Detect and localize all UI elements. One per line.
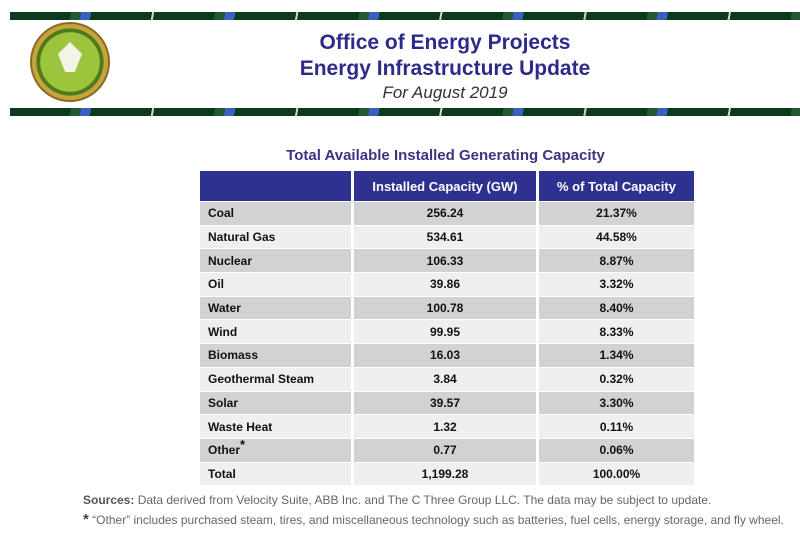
percent-cell: 100.00%	[539, 462, 694, 486]
source-name: Total	[208, 466, 236, 481]
percent-cell: 1.34%	[539, 344, 694, 367]
capacity-cell: 39.57	[354, 391, 536, 415]
capacity-cell: 1.32	[354, 415, 536, 438]
table-row: Coal 256.24 21.37%	[200, 202, 694, 225]
decorative-band-top	[10, 12, 800, 20]
source-cell: Coal	[200, 202, 351, 225]
capacity-cell: 534.61	[354, 225, 536, 249]
source-name: Wind	[208, 324, 238, 339]
source-cell: Other*	[200, 437, 351, 462]
percent-cell: 3.30%	[539, 391, 694, 415]
source-name: Nuclear	[208, 253, 253, 268]
source-name: Other	[208, 443, 241, 458]
capacity-cell: 99.95	[354, 320, 536, 344]
source-name: Water	[208, 301, 241, 316]
source-cell: Oil	[200, 273, 351, 296]
percent-cell: 0.32%	[539, 367, 694, 391]
capacity-cell: 39.86	[354, 273, 536, 296]
table-row: Biomass 16.03 1.34%	[200, 344, 694, 367]
table-row: Other* 0.77 0.06%	[200, 437, 694, 462]
capacity-cell: 106.33	[354, 249, 536, 273]
table-row: Solar 39.57 3.30%	[200, 391, 694, 415]
table-header-row: Installed Capacity (GW) % of Total Capac…	[200, 171, 694, 201]
table-row: Waste Heat 1.32 0.11%	[200, 415, 694, 438]
footnote-text: “Other” includes purchased steam, tires,…	[88, 513, 784, 527]
source-name: Geothermal Steam	[208, 372, 315, 387]
percent-cell: 8.87%	[539, 249, 694, 273]
source-name: Biomass	[208, 348, 259, 363]
source-name: Solar	[208, 395, 239, 410]
report-date: For August 2019	[382, 83, 508, 102]
source-cell: Total	[200, 462, 351, 486]
capacity-cell: 256.24	[354, 202, 536, 225]
eagle-icon	[58, 42, 82, 72]
source-name: Waste Heat	[208, 419, 273, 434]
table-row: Oil 39.86 3.32%	[200, 273, 694, 296]
source-cell: Water	[200, 296, 351, 320]
percent-cell: 21.37%	[539, 202, 694, 225]
sources-note: Sources: Data derived from Velocity Suit…	[83, 493, 793, 507]
sources-label: Sources:	[83, 493, 135, 507]
source-cell: Solar	[200, 391, 351, 415]
source-cell: Natural Gas	[200, 225, 351, 249]
table-row: Wind 99.95 8.33%	[200, 320, 694, 344]
sources-text: Data derived from Velocity Suite, ABB In…	[134, 493, 712, 507]
footnote-mark: *	[83, 511, 89, 528]
table-row: Total 1,199.28 100.00%	[200, 462, 694, 486]
capacity-cell: 100.78	[354, 296, 536, 320]
capacity-table: Installed Capacity (GW) % of Total Capac…	[197, 170, 697, 486]
percent-cell: 8.40%	[539, 296, 694, 320]
table-row: Water 100.78 8.40%	[200, 296, 694, 320]
table-row: Natural Gas 534.61 44.58%	[200, 225, 694, 249]
source-cell: Geothermal Steam	[200, 367, 351, 391]
footnote-marker: *	[240, 437, 246, 453]
report-header: Office of Energy Projects Energy Infrast…	[200, 30, 690, 104]
percent-cell: 0.06%	[539, 438, 694, 462]
capacity-cell: 1,199.28	[354, 462, 536, 486]
percent-cell: 44.58%	[539, 225, 694, 249]
table-row: Nuclear 106.33 8.87%	[200, 249, 694, 273]
table-caption: Total Available Installed Generating Cap…	[286, 147, 605, 164]
office-title: Office of Energy Projects	[319, 31, 571, 54]
source-cell: Waste Heat	[200, 415, 351, 438]
column-header-percent: % of Total Capacity	[539, 171, 694, 201]
ferc-seal-logo	[32, 24, 108, 100]
source-name: Natural Gas	[208, 230, 276, 245]
footnote: * “Other” includes purchased steam, tire…	[83, 512, 795, 528]
source-name: Coal	[208, 206, 235, 221]
source-cell: Biomass	[200, 344, 351, 367]
percent-cell: 3.32%	[539, 273, 694, 296]
column-header-source	[200, 171, 351, 201]
source-cell: Nuclear	[200, 249, 351, 273]
capacity-cell: 0.77	[354, 438, 536, 462]
capacity-cell: 3.84	[354, 367, 536, 391]
source-name: Oil	[208, 277, 225, 292]
column-header-capacity: Installed Capacity (GW)	[354, 171, 536, 201]
table-row: Geothermal Steam 3.84 0.32%	[200, 367, 694, 391]
percent-cell: 0.11%	[539, 415, 694, 438]
report-title: Energy Infrastructure Update	[299, 57, 591, 80]
percent-cell: 8.33%	[539, 320, 694, 344]
source-cell: Wind	[200, 320, 351, 344]
decorative-band-bottom	[10, 108, 800, 116]
capacity-cell: 16.03	[354, 344, 536, 367]
